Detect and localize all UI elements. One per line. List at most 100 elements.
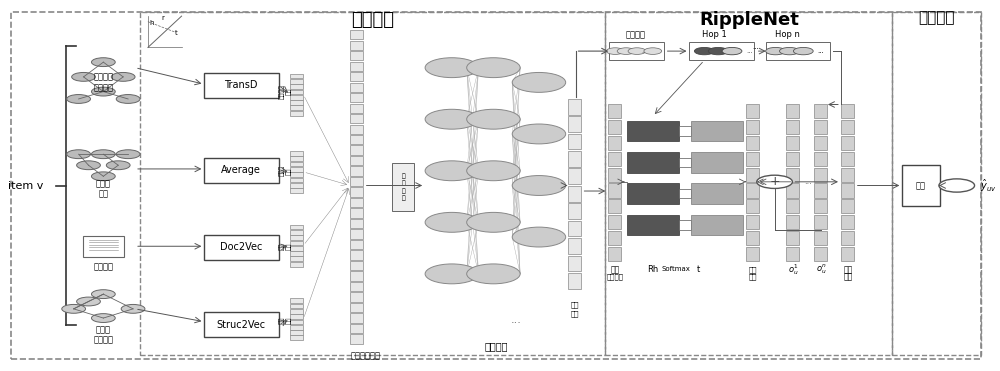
Bar xyxy=(814,120,827,134)
Circle shape xyxy=(694,47,714,55)
Bar xyxy=(350,324,363,333)
Text: TransD: TransD xyxy=(224,81,258,91)
Bar xyxy=(290,309,303,314)
Circle shape xyxy=(116,150,140,159)
Bar xyxy=(350,72,363,82)
Circle shape xyxy=(467,109,520,129)
Text: 种子项目: 种子项目 xyxy=(626,30,646,39)
Text: 文本信息: 文本信息 xyxy=(93,263,113,272)
Bar xyxy=(691,121,743,141)
Bar xyxy=(350,114,363,124)
Circle shape xyxy=(708,47,728,55)
Bar xyxy=(350,93,363,102)
Bar xyxy=(290,325,303,329)
Bar xyxy=(568,116,581,132)
Bar xyxy=(568,134,581,150)
Bar xyxy=(746,152,759,166)
Bar xyxy=(608,104,621,118)
Bar xyxy=(290,167,303,172)
Circle shape xyxy=(425,264,479,284)
Text: 神经网络: 神经网络 xyxy=(485,341,508,351)
Bar xyxy=(691,215,743,235)
Bar xyxy=(841,136,854,150)
Bar xyxy=(608,183,621,198)
Text: 结构信息: 结构信息 xyxy=(93,83,113,92)
Bar xyxy=(290,95,303,100)
Text: 原始多维嵌入: 原始多维嵌入 xyxy=(351,351,381,360)
Bar xyxy=(766,42,830,60)
Bar xyxy=(290,79,303,84)
Bar xyxy=(350,62,363,71)
Bar xyxy=(627,183,679,204)
Bar xyxy=(627,152,679,173)
Bar xyxy=(814,136,827,150)
Bar xyxy=(83,236,124,257)
Bar xyxy=(568,203,581,219)
Text: 加程: 加程 xyxy=(749,266,757,273)
Bar xyxy=(350,229,363,239)
Bar xyxy=(204,158,279,183)
Text: 融合: 融合 xyxy=(570,302,579,308)
Text: 向量: 向量 xyxy=(843,272,852,281)
Circle shape xyxy=(425,58,479,78)
Bar xyxy=(841,104,854,118)
Bar xyxy=(204,73,279,98)
Bar xyxy=(568,221,581,236)
Circle shape xyxy=(425,161,479,181)
Text: t: t xyxy=(175,30,178,36)
Circle shape xyxy=(67,95,90,104)
Bar xyxy=(350,177,363,186)
Bar xyxy=(140,13,605,355)
Bar xyxy=(290,246,303,251)
Circle shape xyxy=(111,72,135,81)
Circle shape xyxy=(77,297,100,306)
Circle shape xyxy=(91,172,115,181)
Bar xyxy=(350,135,363,144)
Bar xyxy=(350,334,363,344)
Bar xyxy=(350,145,363,155)
Bar xyxy=(290,172,303,177)
Text: item v: item v xyxy=(8,181,44,190)
Bar xyxy=(568,168,581,184)
Text: 点击预测: 点击预测 xyxy=(919,11,955,26)
Text: 上下文: 上下文 xyxy=(96,179,111,188)
Circle shape xyxy=(467,264,520,284)
Bar xyxy=(350,303,363,312)
Circle shape xyxy=(106,161,130,170)
Bar xyxy=(290,84,303,89)
Circle shape xyxy=(467,212,520,232)
Circle shape xyxy=(91,58,115,66)
Bar xyxy=(290,319,303,324)
Bar xyxy=(608,247,621,261)
Circle shape xyxy=(757,175,792,188)
Text: 用户: 用户 xyxy=(843,265,852,274)
Bar xyxy=(290,251,303,256)
Circle shape xyxy=(793,47,813,55)
Bar xyxy=(691,183,743,204)
Circle shape xyxy=(722,47,742,55)
Bar xyxy=(814,104,827,118)
Bar xyxy=(290,162,303,167)
Text: ...: ... xyxy=(752,45,759,50)
Bar xyxy=(350,187,363,197)
Circle shape xyxy=(512,72,566,92)
Bar xyxy=(350,167,363,176)
Circle shape xyxy=(939,179,975,192)
Bar xyxy=(814,215,827,229)
Text: t: t xyxy=(697,265,700,274)
Bar xyxy=(892,13,981,355)
Text: Hop 1: Hop 1 xyxy=(702,30,727,39)
Text: ...: ... xyxy=(642,48,648,54)
Bar xyxy=(350,156,363,165)
Circle shape xyxy=(780,47,799,55)
Circle shape xyxy=(617,48,635,55)
Bar xyxy=(841,215,854,229)
Bar xyxy=(608,231,621,245)
Circle shape xyxy=(91,150,115,159)
Bar xyxy=(609,42,664,60)
Bar xyxy=(786,247,799,261)
Text: 实体: 实体 xyxy=(611,265,620,274)
Bar xyxy=(350,240,363,249)
Bar xyxy=(350,219,363,229)
Bar xyxy=(290,105,303,110)
